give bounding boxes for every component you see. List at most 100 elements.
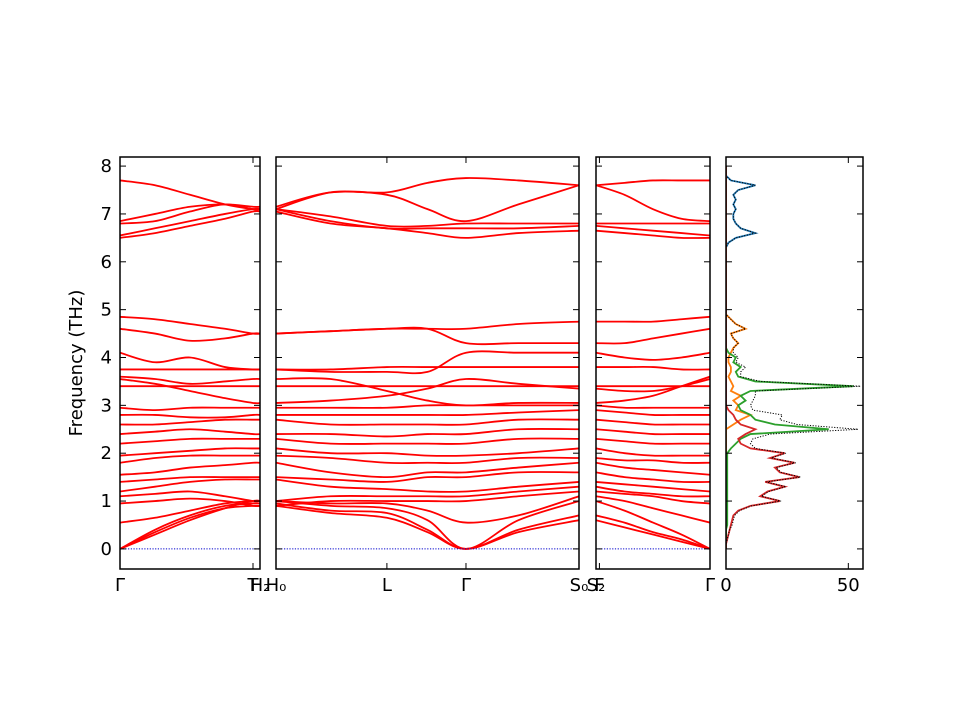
band xyxy=(276,409,579,416)
plot-area xyxy=(596,179,710,550)
y-axis-label: Frequency (THz) xyxy=(66,290,87,437)
x-tick-label: Γ xyxy=(115,575,125,596)
band xyxy=(596,375,710,404)
band xyxy=(120,179,260,211)
band xyxy=(596,229,710,239)
band xyxy=(276,461,579,479)
band xyxy=(276,485,579,502)
band xyxy=(596,437,710,445)
y-tick-label: 6 xyxy=(101,252,112,273)
band xyxy=(120,476,260,483)
x-tick-label: L xyxy=(382,575,392,596)
panel: S₂F Γ xyxy=(587,156,715,596)
band xyxy=(276,490,579,507)
band xyxy=(596,327,710,345)
band xyxy=(276,177,579,211)
band xyxy=(120,406,260,412)
band xyxy=(120,502,260,550)
band xyxy=(596,481,710,493)
band xyxy=(596,351,710,361)
x-tick-label: S₀ xyxy=(570,575,589,596)
band xyxy=(276,454,579,465)
band xyxy=(276,437,579,445)
band xyxy=(596,404,710,409)
band xyxy=(596,519,710,550)
band xyxy=(596,514,710,550)
band xyxy=(596,418,710,426)
band xyxy=(276,350,579,375)
band xyxy=(276,210,579,239)
panel: H₀ L Γ S₀ xyxy=(266,156,589,596)
x-tick-label: Γ xyxy=(705,575,715,596)
y-tick-label: 8 xyxy=(101,156,112,177)
band xyxy=(596,378,710,393)
band xyxy=(276,447,579,457)
band xyxy=(276,428,579,438)
band xyxy=(120,454,260,464)
axes-frame xyxy=(275,156,580,570)
band xyxy=(276,504,579,550)
band xyxy=(596,225,710,237)
band xyxy=(276,471,579,483)
band xyxy=(120,375,260,385)
band xyxy=(276,208,579,230)
band xyxy=(120,478,260,493)
band xyxy=(596,495,710,524)
x-tick-label: H₂ xyxy=(250,575,271,596)
band xyxy=(120,315,260,335)
band xyxy=(276,377,579,407)
band xyxy=(596,184,710,223)
x-tick-label: Γ xyxy=(461,575,471,596)
dos-curve xyxy=(726,166,800,549)
band xyxy=(120,499,260,550)
band xyxy=(276,326,579,346)
plot-area xyxy=(726,166,861,549)
band xyxy=(276,320,579,335)
band xyxy=(276,502,579,550)
band xyxy=(596,365,710,371)
band xyxy=(596,447,710,457)
y-tick-label: 3 xyxy=(101,395,112,416)
band xyxy=(276,208,579,228)
band xyxy=(596,461,710,476)
band xyxy=(120,428,260,436)
plot-area xyxy=(276,177,579,550)
band xyxy=(120,418,260,426)
x-tick-label: F xyxy=(594,575,604,596)
band xyxy=(276,478,579,493)
band xyxy=(120,210,260,239)
panel: 0 1 2 3 4 5 6 7 8 Γ TH₂ Frequency (THz) xyxy=(66,156,270,596)
plot-area xyxy=(120,179,260,550)
band xyxy=(276,418,579,426)
x-tick-label: 50 xyxy=(837,575,860,596)
band xyxy=(596,500,710,550)
band xyxy=(120,504,260,550)
panel: 0 50 xyxy=(720,156,864,596)
band xyxy=(276,500,579,550)
dos-curve xyxy=(726,166,854,549)
dos-curve xyxy=(726,166,861,549)
band xyxy=(276,495,579,524)
y-tick-label: 2 xyxy=(101,443,112,464)
x-tick-label: S₂ xyxy=(587,575,606,596)
band xyxy=(596,490,710,505)
band xyxy=(120,437,260,445)
band xyxy=(120,490,260,503)
band xyxy=(120,351,260,371)
band xyxy=(120,447,260,457)
axes-frame xyxy=(725,156,864,570)
band xyxy=(120,378,260,405)
axes-frame xyxy=(595,156,711,570)
band xyxy=(120,203,260,223)
x-tick-label: 0 xyxy=(720,575,731,596)
y-tick-label: 1 xyxy=(101,491,112,512)
x-tick-label: H₀ xyxy=(266,575,287,596)
y-tick-label: 5 xyxy=(101,300,112,321)
band xyxy=(596,457,710,464)
y-tick-label: 7 xyxy=(101,204,112,225)
y-tick-label: 0 xyxy=(101,539,112,560)
band xyxy=(596,409,710,416)
band xyxy=(120,461,260,476)
axes-frame xyxy=(119,156,261,570)
